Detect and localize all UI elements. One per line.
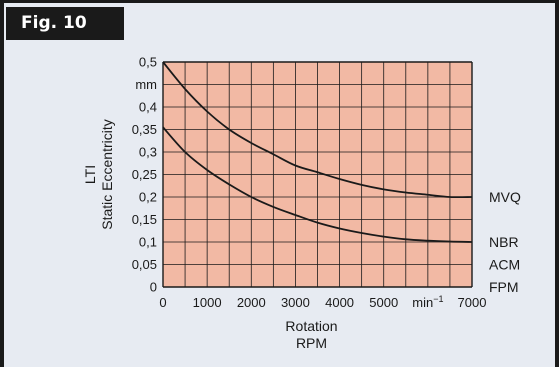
x-axis-title: Rotation: [285, 318, 337, 334]
y-tick-label: 0,35: [132, 122, 157, 137]
series-label-fpm: FPM: [489, 279, 519, 295]
x-tick-label: 4000: [325, 295, 354, 310]
x-tick-label: 1000: [193, 295, 222, 310]
x-axis-ticks: 0 1000 2000 3000 4000 5000 min−1 7000: [159, 294, 486, 310]
series-label-acm: ACM: [489, 257, 520, 273]
x-tick-label: 0: [159, 295, 166, 310]
y-tick-label: 0: [150, 280, 157, 295]
y-tick-label: 0,25: [132, 167, 157, 182]
x-tick-label: min−1: [412, 294, 443, 310]
series-label-mvq: MVQ: [489, 189, 521, 205]
x-tick-label: 2000: [237, 295, 266, 310]
y-axis-ticks: 0 0,05 0,1 0,15 0,2 0,25 0,3 0,35 0,4 mm 0,5: [132, 55, 157, 295]
curves: [162, 61, 473, 243]
series-labels: MVQ NBR ACM FPM: [489, 189, 521, 295]
y-tick-label: 0,5: [139, 55, 157, 70]
line-chart: 0 0,05 0,1 0,15 0,2 0,25 0,3 0,35 0,4 mm 0,5 0 1000…: [82, 55, 521, 352]
x-tick-label: 5000: [369, 295, 398, 310]
y-tick-label: mm: [135, 77, 157, 92]
y-axis-title: Static Eccentricity: [99, 119, 115, 229]
y-tick-label: 0,05: [132, 257, 157, 272]
y-tick-label: 0,15: [132, 212, 157, 227]
x-tick-label: 7000: [458, 295, 487, 310]
y-tick-label: 0,1: [139, 235, 157, 250]
y-tick-label: 0,2: [139, 190, 157, 205]
y-tick-label: 0,3: [139, 145, 157, 160]
series-line-mvq: [162, 61, 473, 199]
series-line-nbr: [162, 126, 473, 243]
y-axis-title: LTI: [82, 165, 98, 184]
x-axis-title: RPM: [296, 335, 327, 351]
grid: [162, 61, 473, 288]
y-tick-label: 0,4: [139, 100, 157, 115]
x-tick-label: 3000: [281, 295, 310, 310]
figure-label: Fig. 10: [6, 7, 124, 40]
series-label-nbr: NBR: [489, 234, 519, 250]
